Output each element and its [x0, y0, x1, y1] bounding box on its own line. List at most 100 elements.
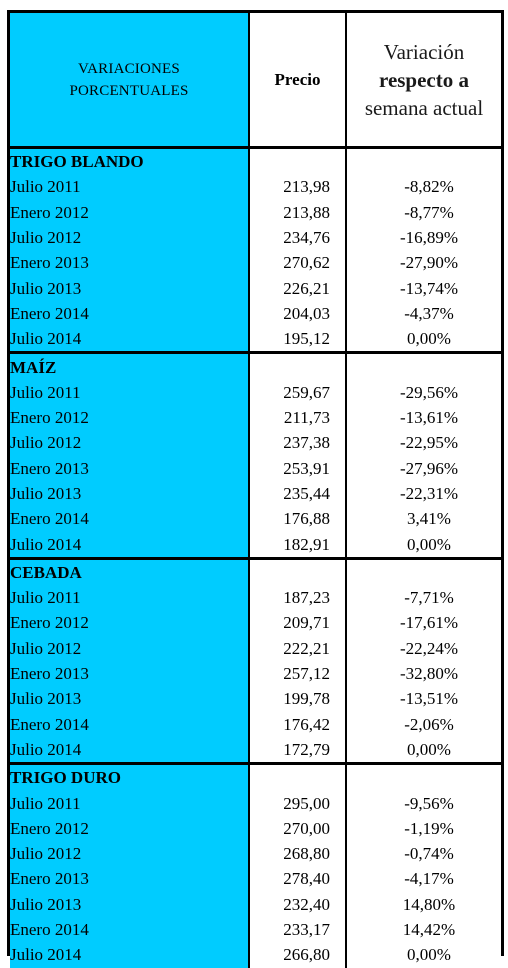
table-row: Enero 2012 213,88 -8,77% — [10, 199, 501, 225]
table-row: Julio 2014 182,91 0,00% — [10, 531, 501, 560]
variation-cell: 14,80% — [402, 894, 456, 914]
variation-cell: -13,74% — [399, 278, 459, 298]
price-cell: 204,03 — [249, 300, 347, 327]
price-cell: 278,40 — [249, 866, 347, 892]
variation-cell: -2,06% — [404, 714, 454, 734]
price-cell: 237,38 — [249, 430, 347, 456]
table-row: Julio 2012 222,21 -22,24% — [10, 635, 501, 661]
variation-cell: 0,00% — [346, 531, 501, 560]
table-row: Julio 2012 237,38 -22,95% — [10, 430, 501, 456]
table-body: TRIGO BLANDO Julio 2011 213,98 -8,82% Enero … — [10, 147, 501, 968]
period-cell: Julio 2011 — [10, 585, 250, 611]
price-cell: 235,44 — [249, 480, 347, 507]
table-row: Julio 2012 234,76 -16,89% — [10, 224, 501, 251]
period-cell: Julio 2013 — [10, 275, 250, 301]
table-row: Julio 2011 187,23 -7,71% — [10, 585, 501, 611]
price-cell: 232,40 — [249, 891, 347, 917]
variation-cell: -17,61% — [399, 613, 459, 633]
table-row: Julio 2011 259,67 -29,56% — [10, 379, 501, 405]
period-cell: Julio 2014 — [10, 736, 250, 766]
period-cell: Julio 2011 — [10, 379, 250, 405]
period-cell: Enero 2012 — [10, 199, 250, 225]
table-row: Enero 2013 270,62 -27,90% — [10, 250, 501, 276]
header-col1-line2: PORCENTUALES — [69, 82, 189, 99]
period-cell: Julio 2014 — [10, 531, 250, 560]
period-cell: Enero 2014 — [10, 506, 250, 532]
period-cell: Enero 2014 — [10, 711, 250, 737]
variation-cell: -1,19% — [404, 818, 454, 838]
group-name: MAÍZ — [10, 352, 250, 380]
period-cell: Enero 2012 — [10, 815, 250, 842]
price-cell: 266,80 — [249, 942, 347, 968]
table-row: Julio 2013 235,44 -22,31% — [10, 480, 501, 507]
period-cell: Enero 2013 — [10, 866, 250, 892]
price-cell: 222,21 — [249, 635, 347, 661]
period-cell: Julio 2011 — [10, 174, 250, 200]
group-name: CEBADA — [10, 558, 250, 586]
price-cell: 234,76 — [249, 224, 347, 251]
table-row: Julio 2013 199,78 -13,51% — [10, 686, 501, 712]
group-row: MAÍZ — [10, 352, 501, 380]
variation-cell: -16,89% — [399, 228, 459, 248]
table-row: Enero 2012 270,00 -1,19% — [10, 815, 501, 842]
price-cell: 176,42 — [249, 711, 347, 737]
empty-cell — [249, 763, 347, 791]
price-cell: 226,21 — [249, 275, 347, 301]
period-cell: Enero 2014 — [10, 300, 250, 327]
period-cell: Julio 2011 — [10, 790, 250, 816]
table-row: Julio 2014 266,80 0,00% — [10, 942, 501, 968]
period-cell: Enero 2012 — [10, 404, 250, 431]
price-cell: 213,98 — [249, 174, 347, 200]
price-cell: 295,00 — [249, 790, 347, 816]
price-cell: 211,73 — [249, 404, 347, 431]
period-cell: Enero 2013 — [10, 660, 250, 687]
price-variation-table-frame: VARIACIONES PORCENTUALES Precio Variació… — [7, 10, 504, 968]
empty-cell — [249, 558, 347, 586]
table-row: Julio 2014 195,12 0,00% — [10, 326, 501, 355]
table-row: Enero 2014 176,42 -2,06% — [10, 711, 501, 737]
price-variation-table: VARIACIONES PORCENTUALES Precio Variació… — [10, 13, 501, 968]
price-cell: 257,12 — [249, 660, 347, 687]
variation-cell: -27,96% — [399, 458, 459, 478]
price-cell: 195,12 — [249, 326, 347, 355]
price-cell: 233,17 — [249, 916, 347, 943]
table-row: Julio 2014 172,79 0,00% — [10, 736, 501, 766]
table-row: Enero 2012 211,73 -13,61% — [10, 404, 501, 431]
table-row: Enero 2013 257,12 -32,80% — [10, 660, 501, 687]
table-row: Enero 2014 204,03 -4,37% — [10, 300, 501, 327]
group-row: TRIGO DURO — [10, 763, 501, 791]
price-cell: 270,00 — [249, 815, 347, 842]
header-row: VARIACIONES PORCENTUALES Precio Variació… — [10, 13, 501, 149]
empty-cell — [249, 352, 347, 380]
table-row: Enero 2014 233,17 14,42% — [10, 916, 501, 943]
period-cell: Julio 2012 — [10, 224, 250, 251]
group-row: CEBADA — [10, 558, 501, 586]
variation-cell: -13,61% — [399, 408, 459, 428]
variation-cell: -4,17% — [404, 869, 454, 889]
period-cell: Julio 2013 — [10, 686, 250, 712]
price-cell: 182,91 — [249, 531, 347, 560]
group-name: TRIGO DURO — [10, 763, 250, 791]
price-cell: 172,79 — [249, 736, 347, 766]
header-col3-line2: respecto a — [379, 67, 469, 92]
table-row: Julio 2011 295,00 -9,56% — [10, 790, 501, 816]
variation-cell: -0,74% — [404, 844, 454, 864]
period-cell: Julio 2012 — [10, 841, 250, 867]
header-col3-line1: Variación — [383, 39, 465, 64]
empty-cell — [346, 764, 501, 791]
table-row: Enero 2014 176,88 3,41% — [10, 506, 501, 532]
period-cell: Enero 2013 — [10, 250, 250, 276]
period-cell: Enero 2014 — [10, 916, 250, 943]
period-cell: Enero 2012 — [10, 610, 250, 636]
header-variacion: Variación respecto a semana actual — [346, 13, 501, 149]
period-cell: Julio 2012 — [10, 430, 250, 456]
group-name: TRIGO BLANDO — [10, 147, 250, 175]
header-variaciones-porcentuales: VARIACIONES PORCENTUALES — [10, 13, 250, 149]
variation-cell: -29,56% — [399, 382, 459, 402]
period-cell: Julio 2013 — [10, 480, 250, 507]
price-cell: 253,91 — [249, 455, 347, 481]
table-row: Enero 2013 278,40 -4,17% — [10, 866, 501, 892]
empty-cell — [346, 148, 501, 175]
price-cell: 187,23 — [249, 585, 347, 611]
variation-cell: -27,90% — [399, 253, 459, 273]
